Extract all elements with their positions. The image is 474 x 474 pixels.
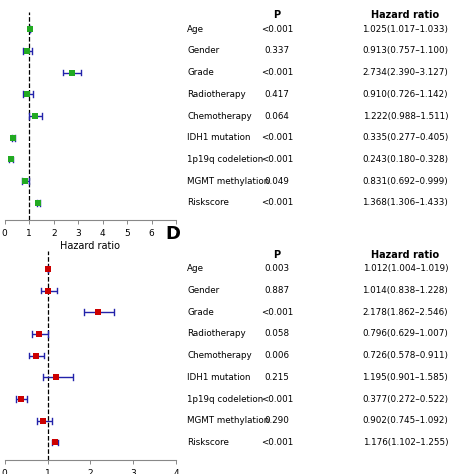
Text: Radiotherapy: Radiotherapy bbox=[187, 90, 246, 99]
Text: IDH1 mutation: IDH1 mutation bbox=[187, 133, 251, 142]
Text: 1.222(0.988–1.511): 1.222(0.988–1.511) bbox=[363, 111, 448, 120]
Text: Radiotherapy: Radiotherapy bbox=[187, 329, 246, 338]
Text: <0.001: <0.001 bbox=[261, 308, 293, 317]
Text: 0.006: 0.006 bbox=[264, 351, 289, 360]
Text: 0.215: 0.215 bbox=[264, 373, 289, 382]
Text: MGMT methylation: MGMT methylation bbox=[187, 177, 270, 186]
Text: 0.337: 0.337 bbox=[264, 46, 289, 55]
Text: 0.377(0.272–0.522): 0.377(0.272–0.522) bbox=[362, 394, 448, 403]
Text: C: C bbox=[165, 0, 178, 3]
Text: MGMT methylation: MGMT methylation bbox=[187, 416, 270, 425]
Text: <0.001: <0.001 bbox=[261, 68, 293, 77]
Text: 1.368(1.306–1.433): 1.368(1.306–1.433) bbox=[363, 198, 448, 207]
Text: IDH1 mutation: IDH1 mutation bbox=[187, 373, 251, 382]
Text: 1p19q codeletion: 1p19q codeletion bbox=[187, 155, 264, 164]
Text: 0.887: 0.887 bbox=[264, 286, 289, 295]
Text: 2.734(2.390–3.127): 2.734(2.390–3.127) bbox=[363, 68, 448, 77]
Text: Grade: Grade bbox=[187, 68, 214, 77]
Text: 0.003: 0.003 bbox=[264, 264, 289, 273]
Text: 0.290: 0.290 bbox=[264, 416, 289, 425]
Text: Hazard ratio: Hazard ratio bbox=[371, 10, 439, 20]
Text: <0.001: <0.001 bbox=[261, 198, 293, 207]
Text: Hazard ratio: Hazard ratio bbox=[371, 250, 439, 260]
Text: <0.001: <0.001 bbox=[261, 25, 293, 34]
Text: 0.913(0.757–1.100): 0.913(0.757–1.100) bbox=[362, 46, 448, 55]
Text: 2.178(1.862–2.546): 2.178(1.862–2.546) bbox=[363, 308, 448, 317]
Text: P: P bbox=[273, 250, 280, 260]
Text: D: D bbox=[165, 225, 180, 243]
Text: Riskscore: Riskscore bbox=[187, 198, 229, 207]
Text: Age: Age bbox=[187, 264, 204, 273]
Text: 1.025(1.017–1.033): 1.025(1.017–1.033) bbox=[363, 25, 448, 34]
Text: Chemotherapy: Chemotherapy bbox=[187, 111, 252, 120]
Text: 0.910(0.726–1.142): 0.910(0.726–1.142) bbox=[363, 90, 448, 99]
X-axis label: Hazard ratio: Hazard ratio bbox=[60, 241, 120, 251]
Text: 0.243(0.180–0.328): 0.243(0.180–0.328) bbox=[362, 155, 448, 164]
Text: Gender: Gender bbox=[187, 286, 219, 295]
Text: Grade: Grade bbox=[187, 308, 214, 317]
Text: 0.064: 0.064 bbox=[264, 111, 289, 120]
Text: <0.001: <0.001 bbox=[261, 133, 293, 142]
Text: <0.001: <0.001 bbox=[261, 155, 293, 164]
Text: 0.902(0.745–1.092): 0.902(0.745–1.092) bbox=[363, 416, 448, 425]
Text: <0.001: <0.001 bbox=[261, 438, 293, 447]
Text: 0.058: 0.058 bbox=[264, 329, 289, 338]
Text: 1p19q codeletion: 1p19q codeletion bbox=[187, 394, 264, 403]
Text: 0.726(0.578–0.911): 0.726(0.578–0.911) bbox=[363, 351, 448, 360]
Text: <0.001: <0.001 bbox=[261, 394, 293, 403]
Text: 0.049: 0.049 bbox=[264, 177, 289, 186]
Text: Chemotherapy: Chemotherapy bbox=[187, 351, 252, 360]
Text: 0.796(0.629–1.007): 0.796(0.629–1.007) bbox=[363, 329, 448, 338]
Text: 1.012(1.004–1.019): 1.012(1.004–1.019) bbox=[363, 264, 448, 273]
Text: Riskscore: Riskscore bbox=[187, 438, 229, 447]
Text: Gender: Gender bbox=[187, 46, 219, 55]
Text: Age: Age bbox=[187, 25, 204, 34]
Text: 0.831(0.692–0.999): 0.831(0.692–0.999) bbox=[363, 177, 448, 186]
Text: P: P bbox=[273, 10, 280, 20]
Text: 0.335(0.277–0.405): 0.335(0.277–0.405) bbox=[362, 133, 448, 142]
Text: 1.176(1.102–1.255): 1.176(1.102–1.255) bbox=[363, 438, 448, 447]
Text: 0.417: 0.417 bbox=[264, 90, 289, 99]
Text: 1.195(0.901–1.585): 1.195(0.901–1.585) bbox=[363, 373, 448, 382]
Text: 1.014(0.838–1.228): 1.014(0.838–1.228) bbox=[363, 286, 448, 295]
